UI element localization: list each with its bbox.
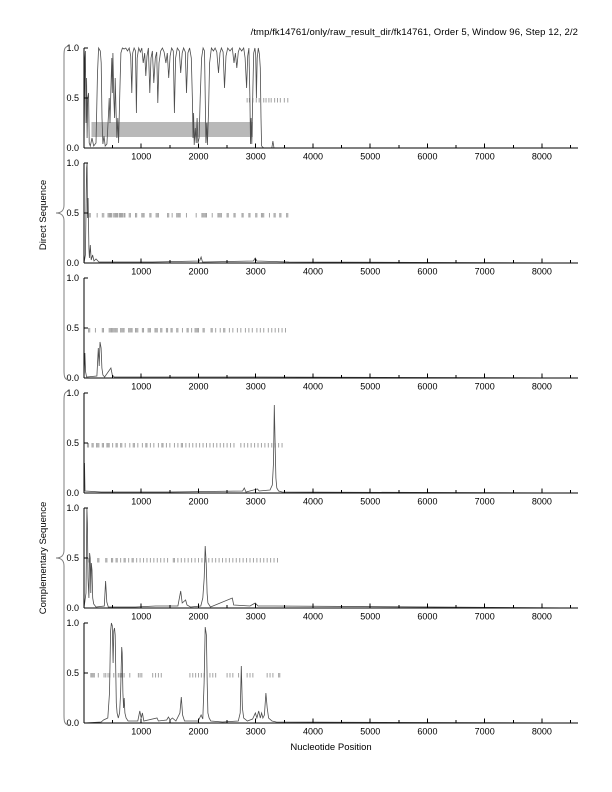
- x-tick-label: 8000: [532, 612, 552, 622]
- y-tick-label: 0.5: [66, 553, 79, 563]
- x-tick-label: 4000: [303, 497, 323, 507]
- complementary-sequence-brace: [55, 390, 71, 726]
- x-tick-label: 1000: [131, 382, 151, 392]
- x-tick-label: 7000: [475, 382, 495, 392]
- probability-curve: [83, 341, 579, 379]
- panel-direct-frame-3: 0.0 0.5 1.0 1000 2000 3000 4000 5000 6000 7000 800…: [66, 273, 579, 392]
- y-tick-label: 0.0: [66, 258, 79, 268]
- orf-marks: [88, 558, 278, 563]
- x-tick-label: 2000: [188, 727, 208, 737]
- x-tick-label: 8000: [532, 382, 552, 392]
- x-tick-label: 6000: [417, 727, 437, 737]
- y-tick-label: 0.5: [66, 93, 79, 103]
- orf-marks: [88, 328, 286, 333]
- x-tick-label: 5000: [360, 612, 380, 622]
- y-tick-label: 0.0: [66, 603, 79, 613]
- x-tick-label: 6000: [417, 497, 437, 507]
- x-tick-label: 5000: [360, 152, 380, 162]
- x-tick-label: 8000: [532, 152, 552, 162]
- probability-curve: [83, 622, 579, 724]
- x-tick-label: 8000: [532, 497, 552, 507]
- x-tick-label: 5000: [360, 382, 380, 392]
- panel-complementary-frame-2: 0.0 0.5 1.0 1000 2000 3000 4000 5000 6000 7000 800…: [66, 503, 579, 622]
- panel-axes: [83, 162, 578, 264]
- x-tick-label: 2000: [188, 267, 208, 277]
- page-title: /tmp/fk14761/only/raw_result_dir/fk14761…: [250, 27, 578, 38]
- x-tick-label: 5000: [360, 267, 380, 277]
- panel-direct-frame-1: 0.0 0.5 1.0 1000 2000 3000 4000 5000 6000 7000 800…: [66, 43, 578, 162]
- x-tick-label: 6000: [417, 612, 437, 622]
- probability-curve: [83, 46, 578, 149]
- x-tick-label: 7000: [475, 727, 495, 737]
- panel-direct-frame-2: 0.0 0.5 1.0 1000 2000 3000 4000 5000 6000 7000 800…: [66, 158, 579, 277]
- x-tick-label: 3000: [246, 152, 266, 162]
- x-tick-label: 5000: [360, 727, 380, 737]
- y-tick-label: 1.0: [66, 273, 79, 283]
- panel-axes: [83, 392, 578, 494]
- complementary-sequence-label: Complementary Sequence: [38, 501, 49, 615]
- y-tick-label: 0.5: [66, 668, 79, 678]
- x-tick-label: 2000: [188, 152, 208, 162]
- x-tick-label: 4000: [303, 267, 323, 277]
- probability-curve: [83, 404, 579, 494]
- orf-marks: [90, 673, 281, 678]
- x-tick-label: 1000: [131, 612, 151, 622]
- x-tick-label: 6000: [417, 382, 437, 392]
- x-axis-title: Nucleotide Position: [290, 742, 372, 753]
- direct-sequence-brace: [55, 45, 71, 381]
- x-tick-label: 2000: [188, 382, 208, 392]
- probability-curve: [83, 507, 579, 609]
- x-tick-label: 8000: [532, 267, 552, 277]
- x-tick-label: 7000: [475, 152, 495, 162]
- x-tick-label: 7000: [475, 612, 495, 622]
- x-tick-label: 4000: [303, 382, 323, 392]
- x-tick-label: 7000: [475, 497, 495, 507]
- predicted-coding-region-bar: [91, 122, 253, 137]
- y-tick-label: 1.0: [66, 388, 79, 398]
- y-tick-label: 0.5: [66, 323, 79, 333]
- y-tick-label: 1.0: [66, 618, 79, 628]
- panel-complementary-frame-1: 0.0 0.5 1.0 1000 2000 3000 4000 5000 6000 7000 800…: [66, 388, 579, 507]
- x-tick-label: 1000: [131, 267, 151, 277]
- x-tick-label: 3000: [246, 382, 266, 392]
- orf-marks: [246, 98, 289, 103]
- x-tick-label: 7000: [475, 267, 495, 277]
- panel-axes: [83, 622, 578, 724]
- panel-axes: [83, 277, 578, 379]
- panel-axes: [83, 47, 578, 149]
- x-tick-label: 4000: [303, 612, 323, 622]
- x-tick-label: 2000: [188, 497, 208, 507]
- x-tick-label: 4000: [303, 152, 323, 162]
- x-tick-label: 8000: [532, 727, 552, 737]
- x-tick-label: 3000: [246, 497, 266, 507]
- x-tick-label: 5000: [360, 497, 380, 507]
- direct-sequence-label: Direct Sequence: [38, 179, 49, 251]
- probability-curve: [83, 162, 579, 264]
- y-tick-label: 0.0: [66, 488, 79, 498]
- x-tick-label: 6000: [417, 152, 437, 162]
- orf-marks: [88, 213, 289, 218]
- x-tick-label: 3000: [246, 612, 266, 622]
- x-tick-label: 3000: [246, 267, 266, 277]
- x-tick-label: 4000: [303, 727, 323, 737]
- y-tick-label: 0.0: [66, 718, 79, 728]
- x-tick-label: 2000: [188, 612, 208, 622]
- y-tick-label: 0.5: [66, 438, 79, 448]
- y-tick-label: 0.0: [66, 373, 79, 383]
- y-tick-label: 0.5: [66, 208, 79, 218]
- y-tick-label: 0.0: [66, 143, 79, 153]
- x-tick-label: 1000: [131, 727, 151, 737]
- panel-axes: [83, 507, 578, 609]
- x-tick-label: 1000: [131, 152, 151, 162]
- y-tick-label: 1.0: [66, 503, 79, 513]
- panel-complementary-frame-3: 0.0 0.5 1.0 1000 2000 3000 4000 5000 6000 7000 800…: [66, 618, 579, 737]
- y-tick-label: 1.0: [66, 158, 79, 168]
- y-tick-label: 1.0: [66, 43, 79, 53]
- x-tick-label: 6000: [417, 267, 437, 277]
- x-tick-label: 3000: [246, 727, 266, 737]
- orf-marks: [86, 443, 283, 448]
- x-tick-label: 1000: [131, 497, 151, 507]
